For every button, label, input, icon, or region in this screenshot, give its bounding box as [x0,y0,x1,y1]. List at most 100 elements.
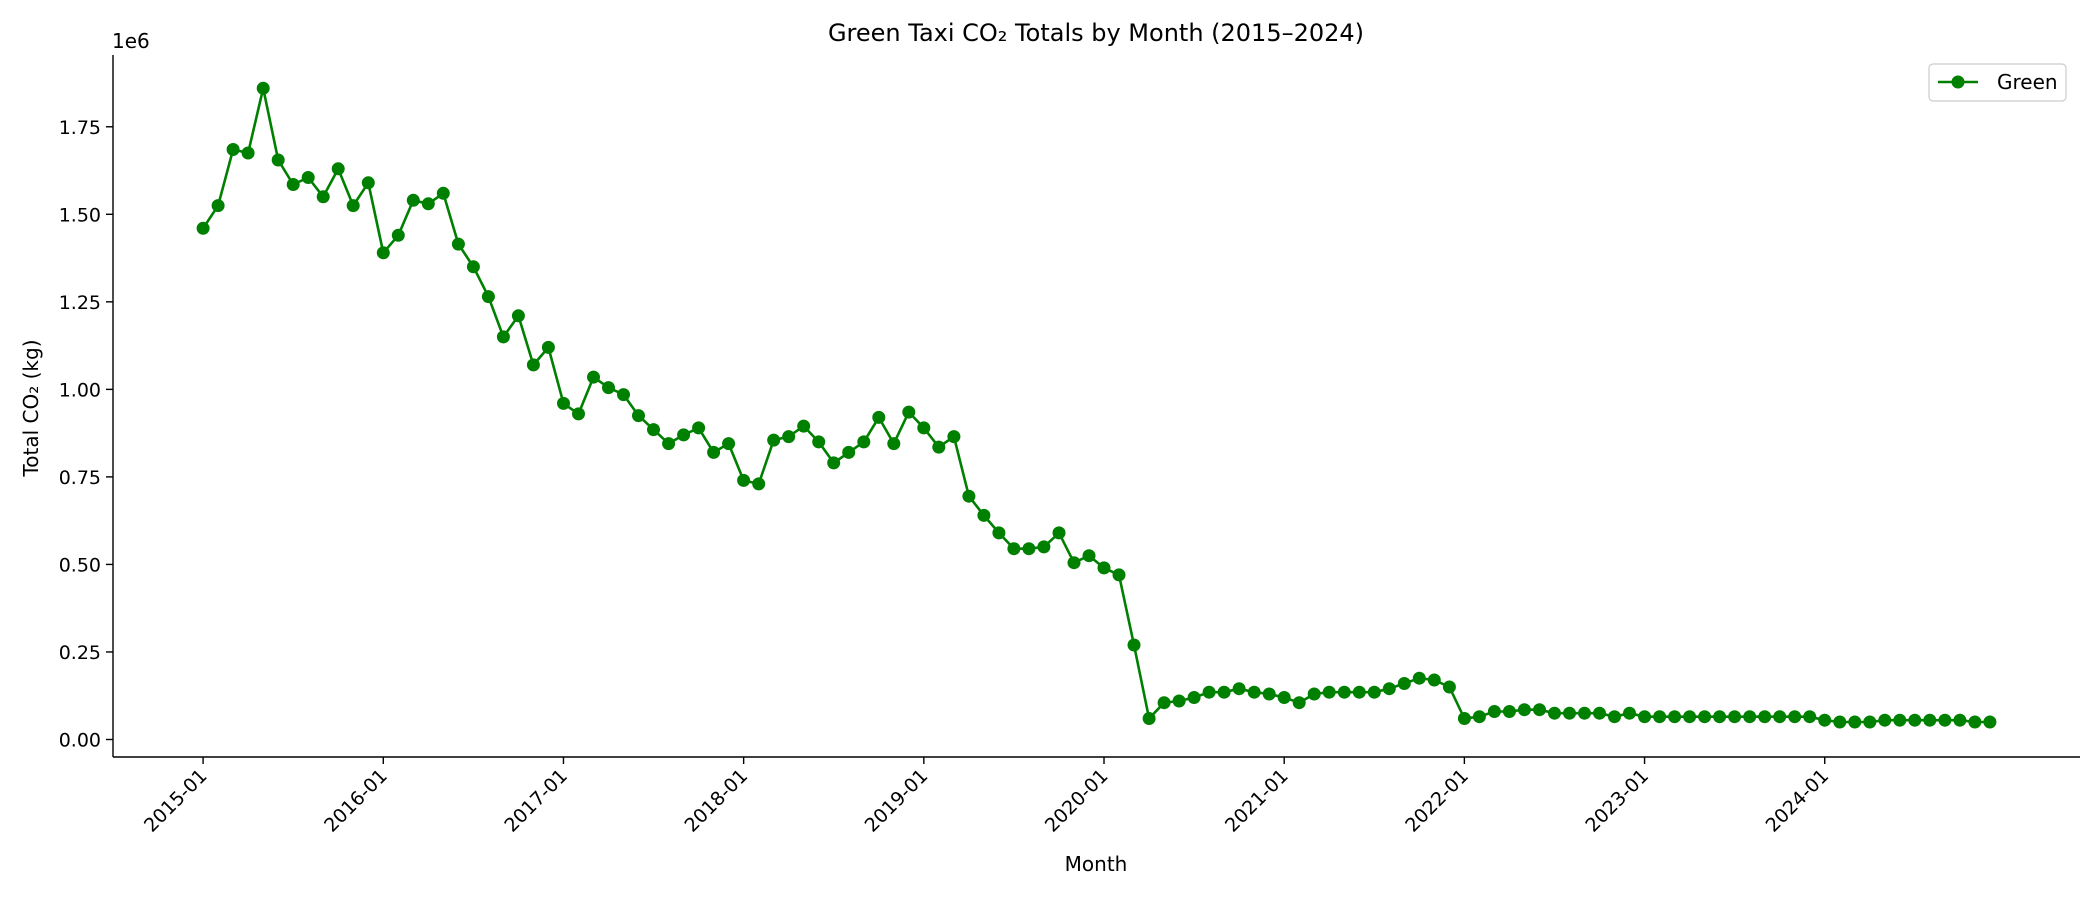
data-point [1608,710,1621,724]
data-point [391,228,405,242]
data-point [1037,540,1051,554]
x-tick-label: 2018-01 [680,765,752,837]
data-point [1638,710,1652,724]
data-point [1487,705,1501,718]
data-point [857,435,871,449]
data-point [782,430,796,444]
data-point [1382,682,1396,696]
data-point [1533,703,1546,717]
x-tick-label: 2021-01 [1221,765,1293,837]
data-point [1052,526,1066,540]
data-point [662,437,676,451]
data-point [1908,713,1922,727]
data-point [797,419,811,433]
x-tick-label: 2023-01 [1581,765,1653,837]
data-point [1067,556,1081,570]
data-point [301,171,315,184]
data-point [1367,685,1381,699]
data-point [1292,696,1306,710]
legend: Green [1928,63,2067,102]
data-point [812,435,826,449]
y-tick-label: 1.00 [59,379,101,401]
data-point [1352,685,1366,699]
y-tick-label: 0.75 [59,467,101,489]
data-point [1022,542,1036,556]
data-point [1773,710,1787,724]
x-tick-label: 2017-01 [500,765,572,837]
data-point [1728,710,1742,724]
data-point [1683,710,1697,724]
data-point [1563,706,1576,720]
data-point [1142,712,1156,725]
data-point [872,410,886,424]
data-point [1127,638,1141,652]
data-point [406,193,420,207]
data-point [1593,706,1606,720]
data-point [632,409,645,423]
data-point [917,421,931,435]
data-point [256,81,270,95]
x-tick-label: 2016-01 [320,765,392,837]
data-point [526,358,540,372]
data-point [1472,710,1486,724]
data-point [752,477,766,491]
series-layer [196,81,1997,729]
data-point [1202,685,1216,699]
legend-box [1928,63,2067,102]
data-point [992,526,1006,540]
data-point [1247,685,1261,699]
data-point [1097,561,1111,575]
data-point [1968,715,1982,729]
legend-entry-green: Green [1997,70,2058,94]
data-point [1187,691,1201,704]
x-tick-label: 2022-01 [1401,765,1473,837]
chart-title: Green Taxi CO₂ Totals by Month (2015–202… [828,19,1364,47]
data-point [1893,713,1907,727]
data-point [1578,706,1591,720]
data-point [1442,680,1456,694]
data-point [1548,706,1561,720]
y-axis-label: Total CO₂ (kg) [19,339,43,477]
data-point [1517,703,1531,717]
data-point [361,176,375,190]
data-point [962,489,976,503]
x-tick-label: 2015-01 [140,765,212,837]
data-point [1412,671,1426,685]
data-point [1923,713,1937,727]
data-point [496,330,510,344]
data-point [1863,715,1877,729]
data-point [887,437,901,451]
data-point [1337,685,1351,699]
x-ticks: 2015-01 2016-01 2017-01 2018-01 2019-01 2020-… [140,757,1833,837]
data-point [1322,685,1336,699]
data-point [1818,713,1832,727]
data-point [1713,710,1727,724]
y-tick-label: 1.25 [59,292,101,314]
data-point [436,186,450,200]
data-point [286,178,300,191]
data-point [947,430,961,444]
data-point [767,433,781,447]
y-tick-label: 1.50 [59,204,101,226]
data-point [1878,713,1892,727]
y-ticks: 0.00 0.25 0.50 0.75 1.00 1.25 1.50 1.75 [59,117,113,751]
data-point [1157,696,1171,710]
data-point [1698,710,1712,724]
data-point [1457,712,1471,725]
data-point [226,143,240,156]
data-point [1307,687,1321,701]
legend-marker-swatch [1951,75,1965,89]
data-point [647,423,660,437]
data-point [677,428,691,442]
data-point [1668,710,1682,724]
data-point [196,221,210,235]
data-point [1172,694,1186,708]
data-point [1743,710,1757,724]
data-point [1848,715,1862,729]
data-point [902,405,916,419]
data-point [707,445,721,459]
data-point [1788,710,1802,724]
data-point [1623,706,1636,720]
data-point [602,381,615,395]
data-point [557,396,570,410]
